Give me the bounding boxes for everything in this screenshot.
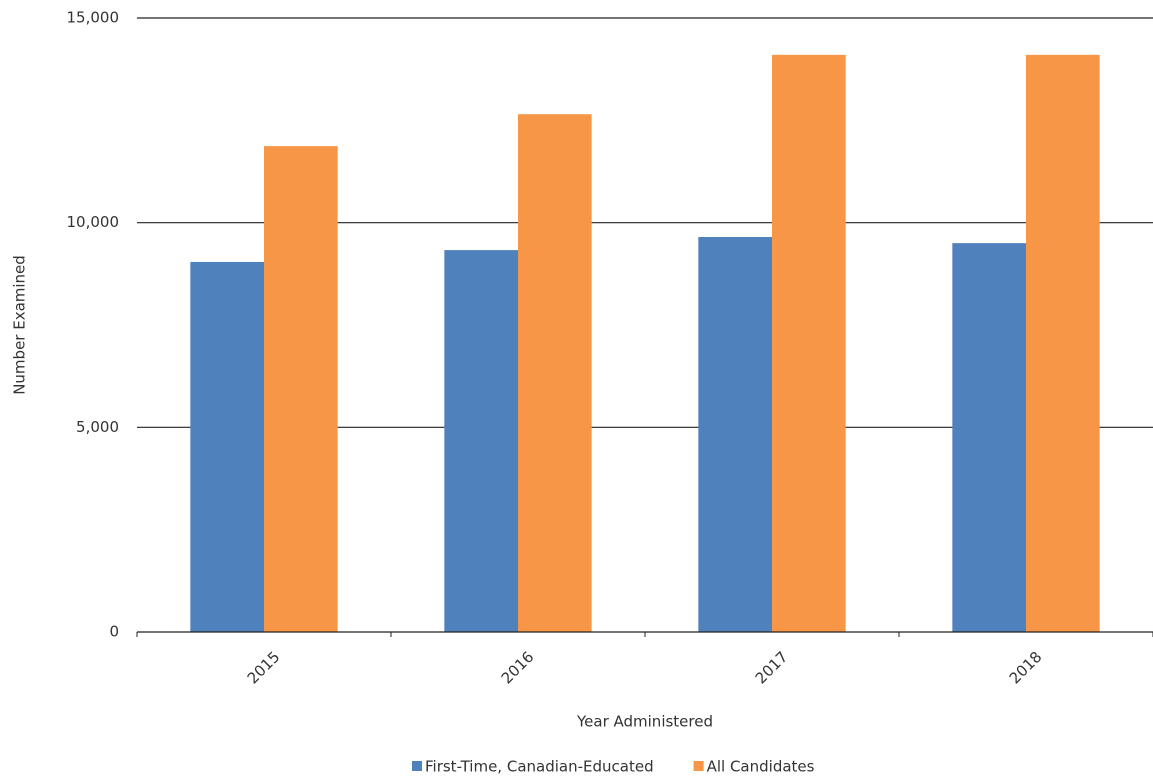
y-axis-title: Number Examined	[11, 255, 29, 395]
x-tick-label: 2018	[1006, 648, 1046, 688]
bar	[444, 250, 518, 633]
legend-swatch	[693, 761, 704, 771]
y-tick-label: 0	[109, 623, 119, 641]
y-tick-label: 10,000	[67, 213, 120, 231]
bar	[698, 236, 772, 632]
bar	[1026, 54, 1100, 632]
y-tick-label: 15,000	[67, 9, 120, 27]
y-tick-label: 5,000	[76, 418, 119, 436]
legend-label: First-Time, Canadian-Educated	[425, 758, 654, 776]
bar	[190, 261, 264, 632]
legend-swatch	[412, 761, 422, 771]
x-tick-label: 2015	[244, 648, 284, 688]
x-axis-title: Year Administered	[576, 713, 713, 731]
x-tick-label: 2017	[752, 648, 792, 688]
bar	[952, 243, 1026, 632]
bar	[518, 114, 592, 632]
legend-label: All Candidates	[707, 758, 815, 776]
x-tick-label: 2016	[498, 648, 538, 688]
bar	[772, 54, 846, 632]
bar	[264, 146, 338, 632]
